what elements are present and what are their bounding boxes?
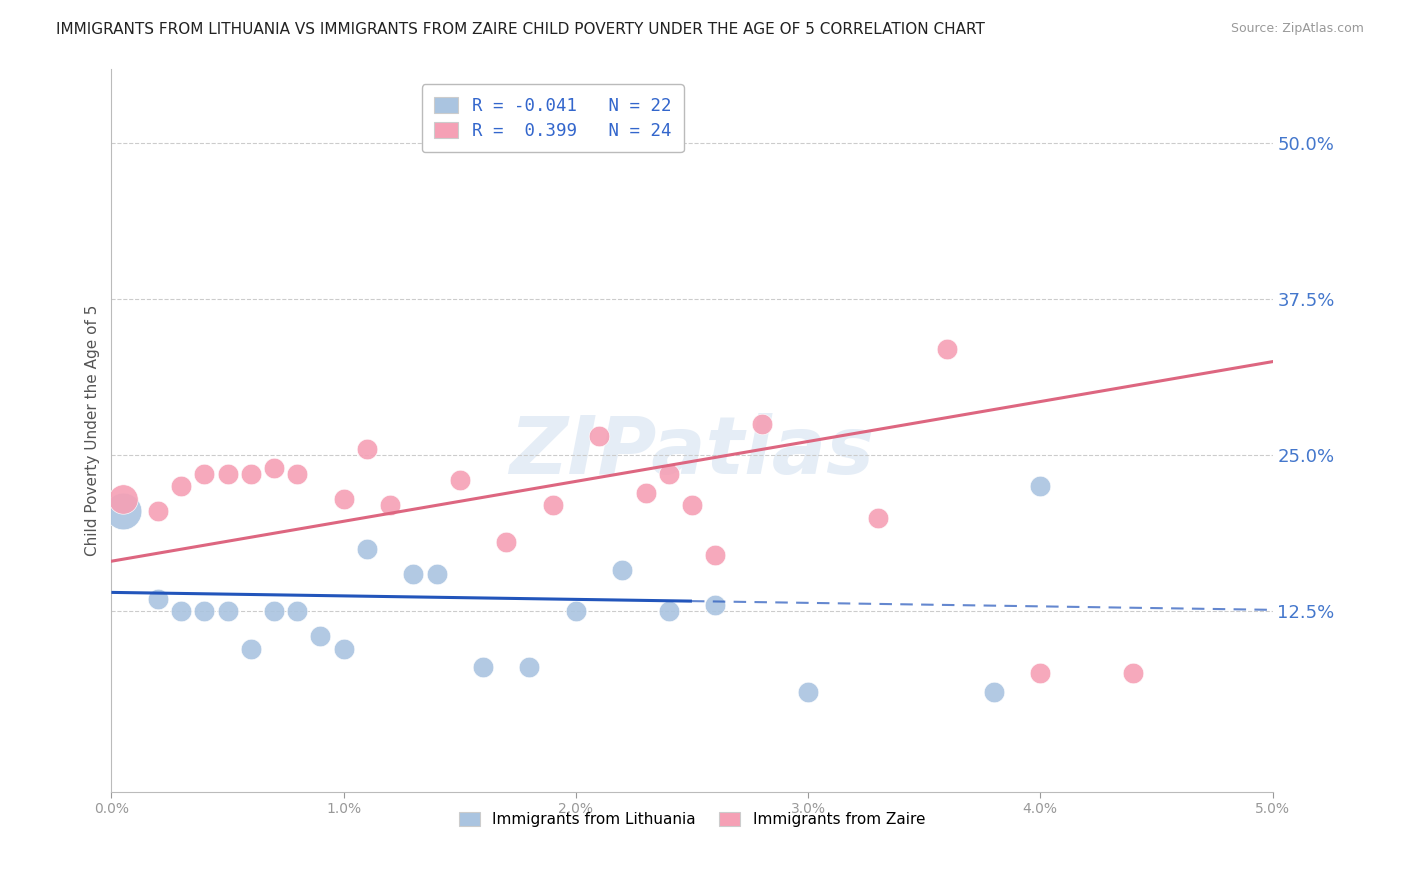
Point bbox=[217, 467, 239, 481]
Point bbox=[425, 566, 447, 581]
Point bbox=[1122, 666, 1144, 681]
Point bbox=[866, 510, 889, 524]
Point bbox=[309, 629, 332, 643]
Point bbox=[170, 604, 193, 618]
Point bbox=[658, 604, 681, 618]
Point bbox=[378, 498, 401, 512]
Point bbox=[495, 535, 517, 549]
Point bbox=[285, 604, 308, 618]
Text: IMMIGRANTS FROM LITHUANIA VS IMMIGRANTS FROM ZAIRE CHILD POVERTY UNDER THE AGE O: IMMIGRANTS FROM LITHUANIA VS IMMIGRANTS … bbox=[56, 22, 986, 37]
Point bbox=[658, 467, 681, 481]
Point bbox=[565, 604, 588, 618]
Point bbox=[111, 504, 134, 518]
Point bbox=[356, 541, 378, 556]
Point bbox=[111, 491, 134, 506]
Y-axis label: Child Poverty Under the Age of 5: Child Poverty Under the Age of 5 bbox=[86, 304, 100, 556]
Point bbox=[193, 467, 215, 481]
Point bbox=[519, 660, 541, 674]
Text: ZIPatlas: ZIPatlas bbox=[509, 413, 875, 491]
Point bbox=[285, 467, 308, 481]
Point bbox=[472, 660, 495, 674]
Text: Source: ZipAtlas.com: Source: ZipAtlas.com bbox=[1230, 22, 1364, 36]
Point bbox=[612, 563, 634, 577]
Point bbox=[1029, 666, 1052, 681]
Point bbox=[217, 604, 239, 618]
Point bbox=[704, 598, 727, 612]
Point bbox=[704, 548, 727, 562]
Point bbox=[541, 498, 564, 512]
Point bbox=[332, 491, 354, 506]
Point bbox=[681, 498, 703, 512]
Point bbox=[797, 685, 820, 699]
Point bbox=[634, 485, 657, 500]
Point bbox=[263, 604, 285, 618]
Point bbox=[356, 442, 378, 456]
Point bbox=[983, 685, 1005, 699]
Point bbox=[263, 460, 285, 475]
Point bbox=[239, 467, 262, 481]
Point bbox=[751, 417, 773, 431]
Legend: Immigrants from Lithuania, Immigrants from Zaire: Immigrants from Lithuania, Immigrants fr… bbox=[451, 805, 932, 835]
Point bbox=[936, 342, 959, 356]
Point bbox=[402, 566, 425, 581]
Point bbox=[1029, 479, 1052, 493]
Point bbox=[146, 504, 169, 518]
Point bbox=[239, 641, 262, 656]
Point bbox=[146, 591, 169, 606]
Point bbox=[449, 473, 471, 487]
Point bbox=[193, 604, 215, 618]
Point bbox=[170, 479, 193, 493]
Point bbox=[332, 641, 354, 656]
Point bbox=[588, 429, 610, 443]
